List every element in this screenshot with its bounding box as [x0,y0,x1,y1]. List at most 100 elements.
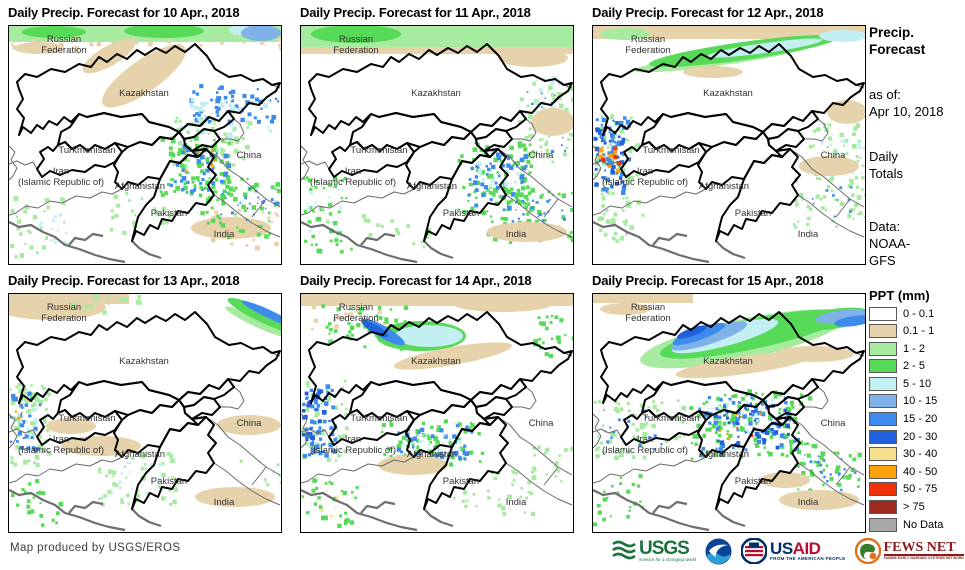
noaa-emblem-icon [705,538,732,564]
country-label: Russian [339,34,373,45]
noaa-logo [705,538,732,565]
country-label: (Islamic Republic of) [310,445,396,456]
legend-swatch [869,429,897,444]
panel-title: Daily Precip. Forecast for 11 Apr., 2018 [300,5,531,20]
legend-swatch [869,517,897,532]
legend-row: 0 - 0.1 [869,306,943,321]
country-label: Russian [631,34,665,45]
country-label: Iran [345,166,361,177]
asof-date: Apr 10, 2018 [869,104,944,119]
country-label: (Islamic Republic of) [602,445,688,456]
legend-label: > 75 [903,501,925,514]
legend-swatch [869,306,897,321]
country-label: Afghanistan [407,181,457,192]
country-label: Federation [333,313,378,324]
country-label: China [529,418,555,429]
agency-logos: USGS science for a changing world USAID … [612,535,964,567]
legend-label: 2 - 5 [903,360,926,373]
legend-label: No Data [903,518,944,531]
country-label: Kazakhstan [703,88,753,99]
sidebar-heading: Precip. Forecast [869,24,925,58]
panel-title: Daily Precip. Forecast for 13 Apr., 2018 [8,273,240,288]
country-label: Kazakhstan [119,356,169,367]
country-label: Afghanistan [115,181,165,192]
country-label: (Islamic Republic of) [310,177,396,188]
country-label: India [506,497,527,508]
country-label: Iran [53,166,69,177]
country-label: Kazakhstan [703,356,753,367]
panel-apr10: Daily Precip. Forecast for 10 Apr., 2018… [8,4,282,265]
legend-swatch [869,412,897,427]
panel-title: Daily Precip. Forecast for 15 Apr., 2018 [592,273,824,288]
panel-apr12: Daily Precip. Forecast for 12 Apr., 2018… [592,4,866,265]
usaid-tagline: FROM THE AMERICAN PEOPLE [770,555,846,561]
heading-line2: Forecast [869,42,926,57]
country-label: Federation [41,45,86,56]
legend-row: No Data [869,517,944,532]
country-label: Federation [333,45,378,56]
country-label: Iran [53,434,69,445]
country-label: Iran [345,434,361,445]
country-label: Iran [637,166,653,177]
legend-swatch [869,500,897,515]
panel-title: Daily Precip. Forecast for 12 Apr., 2018 [592,5,824,20]
usgs-wordmark: USGS [639,537,690,559]
period-line2: Totals [869,166,903,181]
country-label: (Islamic Republic of) [602,177,688,188]
map-credit: Map produced by USGS/EROS [10,542,181,554]
legend-row: 10 - 15 [869,394,943,409]
usaid-wordmark: USAID [770,538,821,558]
usaid-logo: USAID FROM THE AMERICAN PEOPLE [741,538,846,564]
country-label: Afghanistan [699,449,749,460]
country-label: Turkmenistan [58,145,115,156]
legend-swatch [869,447,897,462]
country-label: India [506,229,527,240]
heading-line1: Precip. [869,25,915,40]
country-label: Turkmenistan [58,413,115,424]
country-label: India [214,229,235,240]
fewsnet-globe-icon [854,538,881,564]
sidebar-asof: as of: Apr 10, 2018 [869,86,943,120]
legend-title: PPT (mm) [869,288,930,303]
country-label: Kazakhstan [411,356,461,367]
legend-row: 15 - 20 [869,412,943,427]
sidebar: Precip. Forecast as of: Apr 10, 2018 Dai… [869,0,965,570]
panel-apr15: Daily Precip. Forecast for 15 Apr., 2018… [592,272,866,533]
country-label: Pakistan [443,208,479,219]
country-label: China [237,150,263,161]
legend-row: 0.1 - 1 [869,324,943,339]
fewsnet-wordmark: FEWS NET [883,541,964,556]
usgs-tagline: science for a changing world [639,556,697,562]
legend-swatch [869,394,897,409]
legend: 0 - 0.1 0.1 - 1 1 - 2 2 - 5 5 - 10 10 - 15 15 … [869,306,944,532]
sidebar-datasource: Data: NOAA- GFS [869,218,910,269]
country-label: Pakistan [735,476,771,487]
legend-row: 20 - 30 [869,429,943,444]
country-label: Pakistan [735,208,771,219]
country-label: Russian [631,302,665,313]
legend-label: 1 - 2 [903,342,926,355]
legend-label: 0.1 - 1 [903,325,935,338]
legend-label: 50 - 75 [903,483,938,496]
country-label: Turkmenistan [350,145,407,156]
country-label: China [237,418,263,429]
legend-row: 50 - 75 [869,482,943,497]
legend-label: 5 - 10 [903,377,932,390]
country-label: India [214,497,235,508]
legend-row: 30 - 40 [869,447,943,462]
legend-label: 15 - 20 [903,413,938,426]
legend-row: > 75 [869,500,943,515]
country-label: Turkmenistan [350,413,407,424]
usaid-seal-icon [741,538,768,564]
sidebar-period: Daily Totals [869,148,903,182]
legend-row: 1 - 2 [869,341,943,356]
asof-label: as of: [869,87,901,102]
legend-label: 40 - 50 [903,465,938,478]
country-label: China [529,150,555,161]
country-label: Iran [637,434,653,445]
